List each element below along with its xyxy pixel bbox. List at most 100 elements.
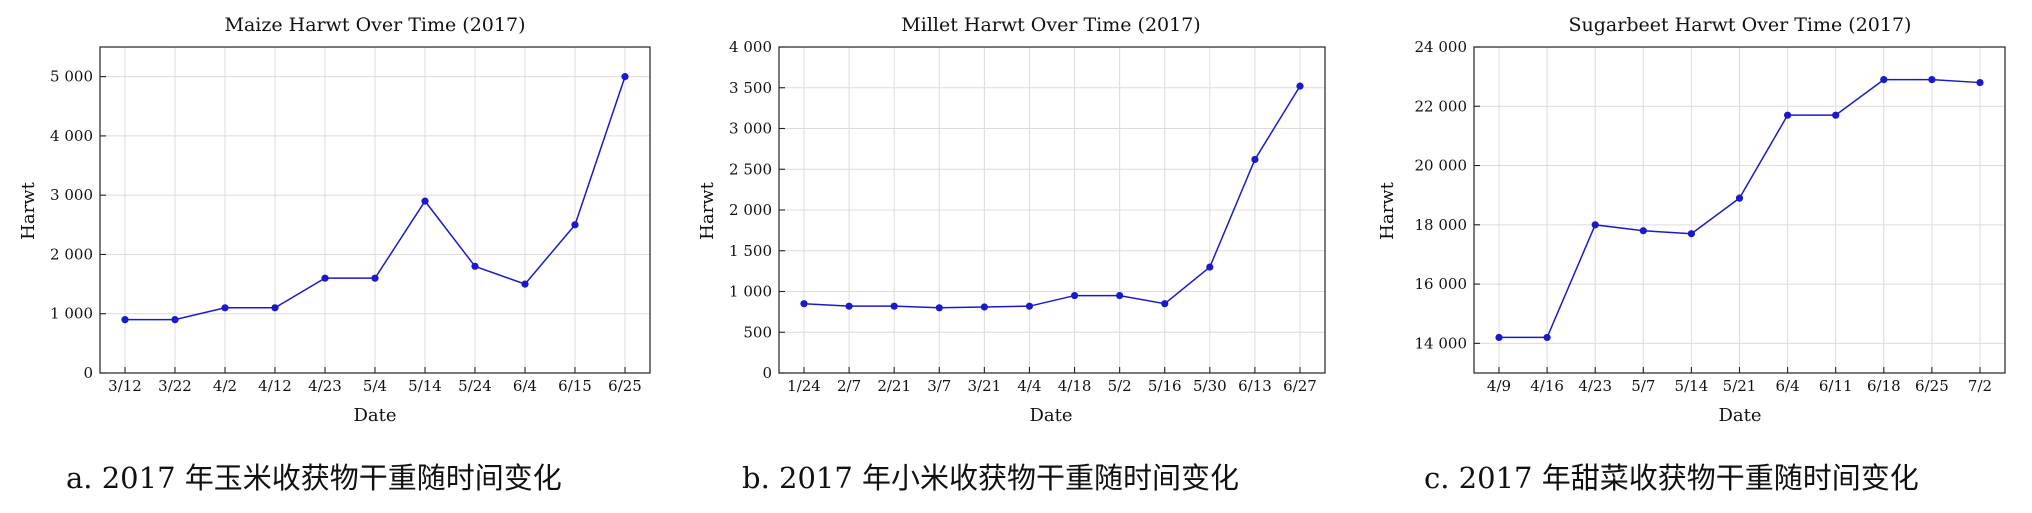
x-tick-label: 5/30	[1193, 377, 1227, 395]
data-point	[471, 262, 479, 270]
x-tick-label: 6/27	[1283, 377, 1317, 395]
x-tick-label: 6/4	[513, 377, 537, 395]
data-point	[1296, 82, 1304, 90]
y-axis-label: Harwt	[1377, 181, 1398, 239]
x-tick-label: 4/12	[258, 377, 292, 395]
x-tick-label: 4/23	[308, 377, 342, 395]
x-tick-label: 6/25	[608, 377, 642, 395]
data-point	[1832, 111, 1840, 119]
data-point	[1784, 111, 1792, 119]
y-tick-label: 3 000	[50, 186, 93, 204]
x-tick-label: 5/21	[1723, 377, 1757, 395]
y-tick-label: 22 000	[1415, 97, 1468, 115]
x-tick-label: 6/11	[1819, 377, 1853, 395]
data-point	[271, 304, 279, 312]
data-point	[1639, 227, 1647, 235]
grid	[1474, 46, 2005, 373]
x-tick-label: 5/2	[1108, 377, 1132, 395]
chart-caption: c. 2017 年甜菜收获物干重随时间变化	[1424, 461, 1919, 495]
x-tick-label: 4/16	[1530, 377, 1564, 395]
data-point	[1116, 291, 1124, 300]
y-tick-label: 2 000	[729, 201, 772, 219]
x-tick-label: 3/22	[158, 377, 192, 395]
y-tick-label: 2 000	[50, 245, 93, 263]
x-tick-label: 2/7	[837, 377, 861, 395]
x-tick-label: 5/14	[1675, 377, 1709, 395]
y-tick-label: 24 000	[1415, 38, 1468, 56]
x-tick-label: 5/4	[363, 377, 387, 395]
y-tick-label: 1 000	[50, 305, 93, 323]
x-tick-label: 6/4	[1776, 377, 1800, 395]
x-tick-label: 1/24	[787, 377, 821, 395]
x-tick-label: 3/21	[968, 377, 1002, 395]
y-tick-label: 4 000	[50, 127, 93, 145]
data-point	[171, 316, 179, 324]
data-point	[1735, 194, 1744, 202]
x-axis-label: Date	[1718, 405, 1761, 426]
data-point	[621, 73, 629, 81]
y-tick-label: 0	[762, 364, 772, 382]
y-tick-label: 3 000	[729, 120, 772, 138]
chart-title: Maize Harwt Over Time (2017)	[225, 14, 526, 36]
x-tick-label: 4/2	[213, 377, 237, 395]
data-point	[845, 302, 853, 310]
data-point	[935, 304, 943, 312]
data-point	[571, 221, 579, 229]
chart-millet: Millet Harwt Over Time (2017) Date Harwt…	[697, 14, 1326, 495]
data-point	[1591, 221, 1599, 229]
series-line	[803, 85, 1301, 309]
x-tick-label: 6/25	[1915, 377, 1949, 395]
x-tick-label: 4/4	[1017, 377, 1041, 395]
y-tick-label: 0	[83, 364, 93, 382]
data-point	[1543, 333, 1551, 342]
data-point	[1070, 291, 1079, 300]
y-axis-label: Harwt	[18, 181, 39, 239]
data-point	[521, 280, 529, 288]
chart-title: Sugarbeet Harwt Over Time (2017)	[1569, 14, 1912, 36]
chart-caption: a. 2017 年玉米收获物干重随时间变化	[66, 461, 562, 495]
y-tick-label: 1 500	[729, 242, 772, 260]
y-tick-label: 18 000	[1415, 216, 1468, 234]
chart-sugarbeet: Sugarbeet Harwt Over Time (2017) Date Ha…	[1377, 14, 2006, 495]
x-tick-label: 5/16	[1148, 377, 1182, 395]
x-tick-label: 6/18	[1867, 377, 1901, 395]
y-axis-label: Harwt	[697, 181, 718, 239]
x-tick-label: 2/21	[877, 377, 911, 395]
y-tick-label: 3 500	[729, 79, 772, 97]
grid	[779, 46, 1325, 374]
data-point	[890, 302, 898, 310]
data-point	[1025, 302, 1034, 310]
x-tick-label: 4/23	[1578, 377, 1612, 395]
data-point	[1880, 76, 1888, 84]
data-point	[800, 300, 808, 308]
data-point	[1495, 333, 1503, 342]
x-axis-label: Date	[353, 405, 396, 426]
x-tick-label: 6/13	[1238, 377, 1272, 395]
data-point	[980, 303, 988, 311]
data-point	[421, 197, 429, 205]
y-tick-label: 500	[743, 323, 772, 341]
data-point	[371, 274, 379, 282]
x-tick-label: 4/18	[1058, 377, 1092, 395]
data-point	[1928, 76, 1936, 84]
y-tick-label: 20 000	[1415, 157, 1468, 175]
y-tick-label: 16 000	[1415, 275, 1468, 293]
data-point	[321, 274, 329, 282]
x-tick-label: 4/9	[1487, 377, 1511, 395]
data-point	[1251, 155, 1259, 164]
data-point	[1206, 263, 1214, 271]
x-tick-label: 5/14	[408, 377, 442, 395]
x-tick-label: 6/15	[558, 377, 592, 395]
y-tick-label: 4 000	[729, 38, 772, 56]
x-tick-label: 3/7	[927, 377, 951, 395]
x-tick-label: 5/7	[1631, 377, 1655, 395]
data-point	[1161, 300, 1169, 308]
x-axis-label: Date	[1029, 405, 1072, 426]
data-point	[221, 304, 229, 312]
y-tick-label: 1 000	[729, 283, 772, 301]
chart-caption: b. 2017 年小米收获物干重随时间变化	[742, 461, 1239, 495]
data-point	[1687, 230, 1695, 238]
x-tick-label: 5/24	[458, 377, 492, 395]
grid	[100, 47, 650, 374]
